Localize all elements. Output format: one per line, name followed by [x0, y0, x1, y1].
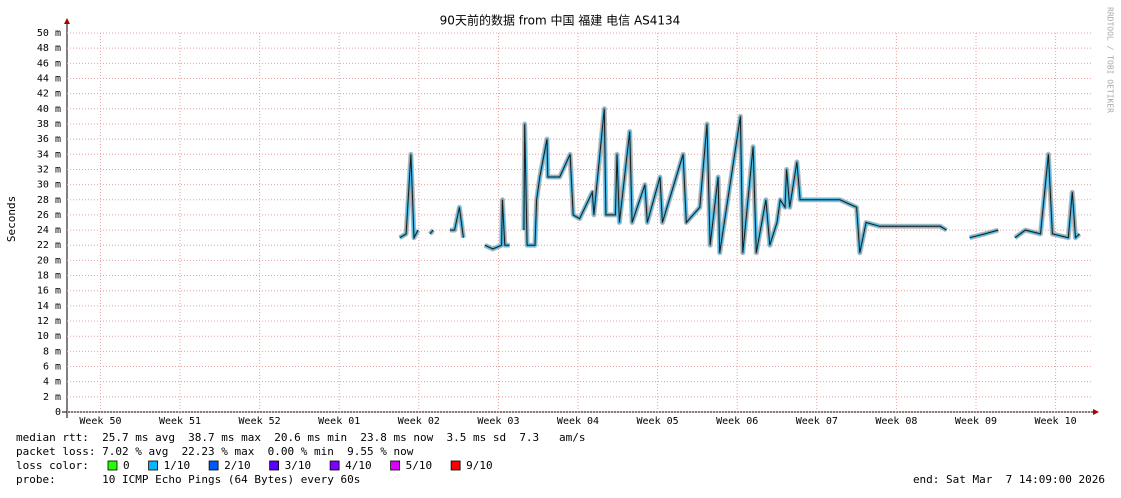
x-tick-label: Week 05 [637, 416, 679, 427]
x-tick-label: Week 09 [955, 416, 997, 427]
y-tick-label: 12 m [37, 316, 61, 327]
x-tick-label: Week 03 [477, 416, 519, 427]
legend-swatch [390, 460, 401, 471]
x-tick-label: Week 08 [875, 416, 917, 427]
legend-swatch [208, 460, 219, 471]
probe: probe: 10 ICMP Echo Pings (64 Bytes) eve… [16, 473, 360, 486]
side-text: RRDTOOL / TOBI OETIKER [1106, 7, 1115, 113]
legend-swatch [107, 460, 118, 471]
y-tick-label: 34 m [37, 149, 61, 160]
y-tick-label: 50 m [37, 28, 61, 39]
legend-label: 9/10 [466, 459, 493, 472]
legend-swatch [269, 460, 280, 471]
y-tick-label: 30 m [37, 180, 61, 191]
y-tick-label: 8 m [43, 346, 61, 357]
rtt-line [399, 108, 1080, 253]
x-tick-label: Week 01 [318, 416, 360, 427]
y-tick-label: 38 m [37, 119, 61, 130]
x-tick-label: Week 02 [398, 416, 440, 427]
legend-swatch [450, 460, 461, 471]
end-time: end: Sat Mar 7 14:09:00 2026 [913, 473, 1105, 486]
y-arrow [64, 18, 70, 24]
y-tick-label: 16 m [37, 286, 61, 297]
y-tick-label: 10 m [37, 331, 61, 342]
legend-label: 4/10 [345, 459, 372, 472]
y-tick-label: 32 m [37, 164, 61, 175]
y-tick-label: 42 m [37, 89, 61, 100]
y-tick-label: 4 m [43, 377, 61, 388]
y-tick-label: 40 m [37, 104, 61, 115]
legend-label: 0 [123, 459, 130, 472]
y-tick-label: 18 m [37, 271, 61, 282]
x-tick-label: Week 04 [557, 416, 599, 427]
y-tick-label: 6 m [43, 362, 61, 373]
y-tick-label: 22 m [37, 240, 61, 251]
y-tick-label: 46 m [37, 58, 61, 69]
stats-rtt: median rtt: 25.7 ms avg 38.7 ms max 20.6… [16, 431, 586, 444]
legend-label: 2/10 [224, 459, 251, 472]
legend-label: 3/10 [285, 459, 312, 472]
legend-swatch [148, 460, 159, 471]
legend-label: 5/10 [406, 459, 433, 472]
legend-label: 1/10 [164, 459, 191, 472]
y-tick-label: 24 m [37, 225, 61, 236]
stats-loss: packet loss: 7.02 % avg 22.23 % max 0.00… [16, 445, 414, 458]
y-axis-label: Seconds [5, 196, 18, 242]
x-tick-label: Week 07 [796, 416, 838, 427]
y-tick-label: 14 m [37, 301, 61, 312]
x-tick-label: Week 06 [716, 416, 758, 427]
y-tick-label: 20 m [37, 255, 61, 266]
legend-swatch [329, 460, 340, 471]
y-tick-label: 44 m [37, 73, 61, 84]
chart-title: 90天前的数据 from 中国 福建 电信 AS4134 [440, 13, 681, 28]
y-tick-label: 26 m [37, 210, 61, 221]
loss-label: loss color: [16, 459, 89, 472]
x-tick-label: Week 10 [1035, 416, 1077, 427]
y-tick-label: 48 m [37, 43, 61, 54]
x-tick-label: Week 50 [79, 416, 121, 427]
x-tick-label: Week 52 [239, 416, 281, 427]
y-tick-label: 2 m [43, 392, 61, 403]
x-tick-label: Week 51 [159, 416, 201, 427]
y-tick-label: 0 [55, 407, 61, 418]
x-arrow [1093, 409, 1099, 415]
y-tick-label: 36 m [37, 134, 61, 145]
y-tick-label: 28 m [37, 195, 61, 206]
